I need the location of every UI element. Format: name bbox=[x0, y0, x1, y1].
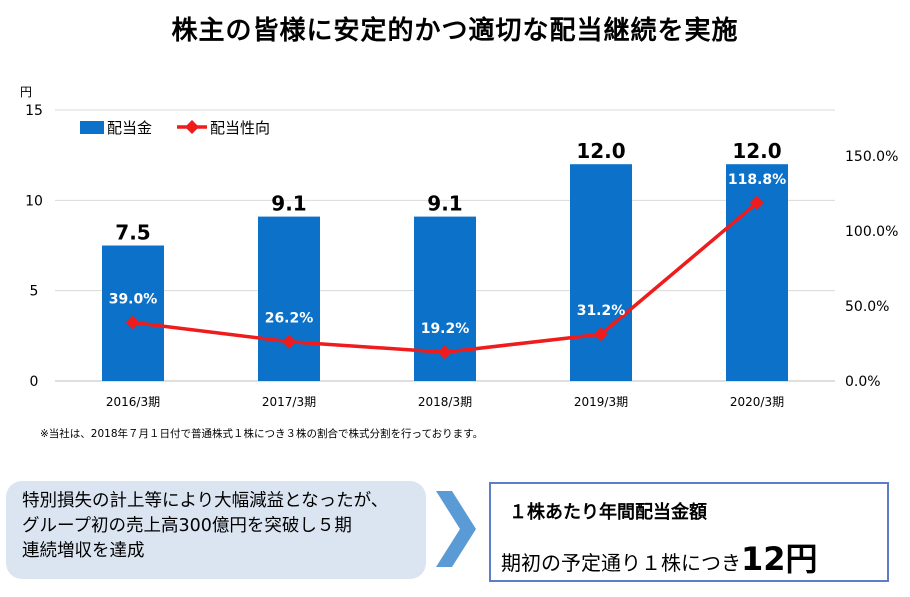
bar-value-label: 9.1 bbox=[271, 192, 306, 216]
legend-label: 配当性向 bbox=[210, 119, 270, 137]
right-axis-tick-label: 150.0% bbox=[845, 149, 898, 165]
bar bbox=[570, 164, 632, 381]
callout-line: グループ初の売上高300億円を突破し５期 bbox=[22, 516, 352, 536]
summary-body-prefix: 期初の予定通り１株につき bbox=[501, 551, 741, 575]
payout-ratio-marker bbox=[126, 315, 140, 330]
bar-value-label: 9.1 bbox=[427, 192, 462, 216]
left-axis-tick-label: 0 bbox=[30, 374, 39, 390]
payout-ratio-label: 118.8% bbox=[728, 172, 786, 188]
bar-value-label: 12.0 bbox=[576, 139, 625, 163]
callout-line: 特別損失の計上等により大幅減益となったが、 bbox=[22, 491, 389, 511]
bar-value-label: 12.0 bbox=[732, 139, 781, 163]
dividend-chart: 7.5 9.1 9.1 12.0 12.0 39.0% 26.2% 19.2% 31.2% 118… bbox=[20, 85, 898, 409]
dividend-summary-box: １株あたり年間配当金額 期初の予定通り１株につき12円 bbox=[489, 482, 889, 582]
left-axis-tick-label: 10 bbox=[25, 193, 43, 209]
payout-ratio-marker bbox=[438, 345, 452, 360]
legend-label: 配当金 bbox=[107, 119, 152, 137]
payout-ratio-marker bbox=[282, 334, 296, 349]
category-label: 2018/3期 bbox=[418, 395, 472, 409]
stock-split-note: ※当社は、2018年７月１日付で普通株式１株につき３株の割合で株式分割を行ってお… bbox=[40, 428, 484, 440]
legend-swatch-marker bbox=[185, 120, 199, 134]
category-label: 2019/3期 bbox=[574, 395, 628, 409]
legend-swatch-bar bbox=[80, 121, 104, 134]
summary-heading: １株あたり年間配当金額 bbox=[509, 502, 707, 523]
left-axis-tick-label: 15 bbox=[25, 103, 43, 119]
payout-ratio-label: 26.2% bbox=[265, 311, 314, 327]
category-label: 2017/3期 bbox=[262, 395, 316, 409]
left-axis-unit: 円 bbox=[20, 85, 32, 99]
bar bbox=[102, 245, 164, 381]
bar-value-label: 7.5 bbox=[115, 221, 150, 245]
result-callout: 特別損失の計上等により大幅減益となったが、 グループ初の売上高300億円を突破し… bbox=[6, 481, 426, 579]
payout-ratio-label: 39.0% bbox=[109, 292, 158, 308]
payout-ratio-label: 31.2% bbox=[577, 303, 626, 319]
summary-amount: 12円 bbox=[741, 540, 818, 578]
payout-ratio-label: 19.2% bbox=[421, 321, 470, 337]
right-axis-tick-label: 100.0% bbox=[845, 224, 898, 240]
right-arrow-icon bbox=[436, 491, 476, 567]
left-axis-tick-label: 5 bbox=[30, 284, 39, 300]
right-axis-tick-label: 50.0% bbox=[845, 299, 889, 315]
right-axis-tick-label: 0.0% bbox=[845, 374, 881, 390]
category-label: 2020/3期 bbox=[730, 395, 784, 409]
callout-line: 連続増収を達成 bbox=[22, 541, 145, 561]
bar bbox=[258, 216, 320, 381]
page-title: 株主の皆様に安定的かつ適切な配当継続を実施 bbox=[171, 16, 739, 46]
payout-ratio-marker bbox=[594, 327, 608, 342]
payout-ratio-marker bbox=[750, 195, 764, 210]
category-label: 2016/3期 bbox=[106, 395, 160, 409]
summary-body: 期初の予定通り１株につき12円 bbox=[501, 534, 818, 580]
